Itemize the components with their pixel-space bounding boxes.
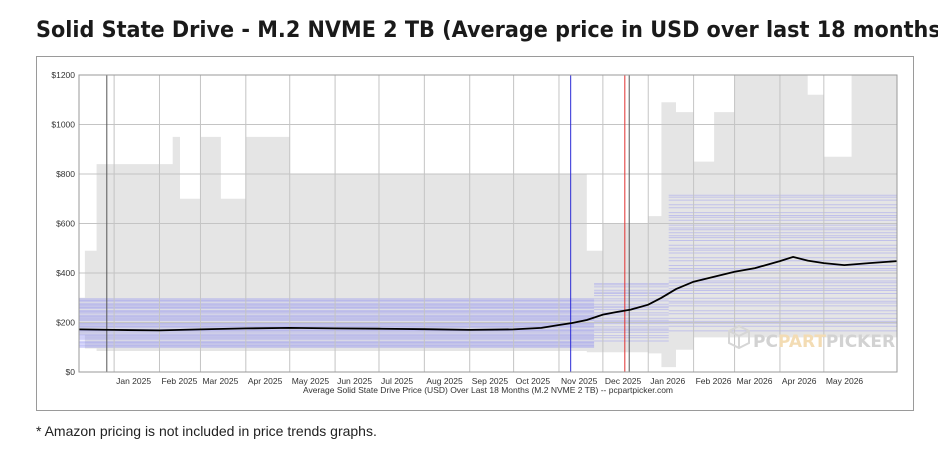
x-tick-label: May 2025 [292, 376, 330, 386]
y-tick-label: $400 [56, 268, 75, 278]
x-tick-label: Feb 2026 [696, 376, 732, 386]
x-tick-label: Nov 2025 [561, 376, 598, 386]
footnote: * Amazon pricing is not included in pric… [36, 423, 377, 439]
price-range-band [79, 75, 897, 368]
x-tick-label: Jan 2025 [116, 376, 151, 386]
x-tick-label: Dec 2025 [605, 376, 642, 386]
y-tick-label: $600 [56, 219, 75, 229]
x-tick-label: Mar 2025 [202, 376, 238, 386]
pcpartpicker-watermark: PCPARTPICKER [728, 324, 895, 352]
y-tick-label: $1000 [51, 120, 75, 130]
plot-border [78, 74, 898, 373]
x-tick-label: Feb 2025 [161, 376, 197, 386]
x-tick-label: Jan 2026 [650, 376, 685, 386]
x-tick-label: Sep 2025 [472, 376, 509, 386]
x-tick-label: Oct 2025 [516, 376, 551, 386]
x-tick-label: Jun 2025 [337, 376, 372, 386]
watermark-part-1: PC [753, 332, 778, 352]
y-tick-label: $200 [56, 318, 75, 328]
retailer-price-lines [79, 194, 897, 348]
price-chart-svg: PCPARTPICKER $0 $200 $400 $600 $800 $1000 $120… [51, 70, 898, 395]
x-tick-label: Apr 2026 [782, 376, 817, 386]
watermark-text: PCPARTPICKER [753, 332, 895, 352]
y-tick-label: $1200 [51, 70, 75, 80]
y-axis: $0 $200 $400 $600 $800 $1000 $1200 [51, 70, 75, 377]
average-price-line [78, 255, 898, 332]
page-title: Solid State Drive - M.2 NVME 2 TB (Avera… [36, 18, 938, 43]
x-tick-label: May 2026 [826, 376, 864, 386]
price-range-area [79, 75, 897, 368]
watermark-part-2: PART [778, 332, 826, 352]
x-axis: Jan 2025 Feb 2025 Mar 2025 Apr 2025 May 2025… [116, 376, 863, 386]
x-axis-label: Average Solid State Drive Price (USD) Ov… [303, 385, 673, 395]
watermark-part-3: PICKER [826, 332, 895, 352]
x-tick-label: Apr 2025 [248, 376, 283, 386]
y-tick-label: $0 [66, 367, 76, 377]
x-tick-label: Jul 2025 [381, 376, 413, 386]
x-tick-label: Mar 2026 [737, 376, 773, 386]
box-icon [728, 324, 750, 350]
y-tick-label: $800 [56, 169, 75, 179]
price-trend-chart: PCPARTPICKER $0 $200 $400 $600 $800 $1000 $120… [36, 56, 914, 411]
x-tick-label: Aug 2025 [426, 376, 463, 386]
